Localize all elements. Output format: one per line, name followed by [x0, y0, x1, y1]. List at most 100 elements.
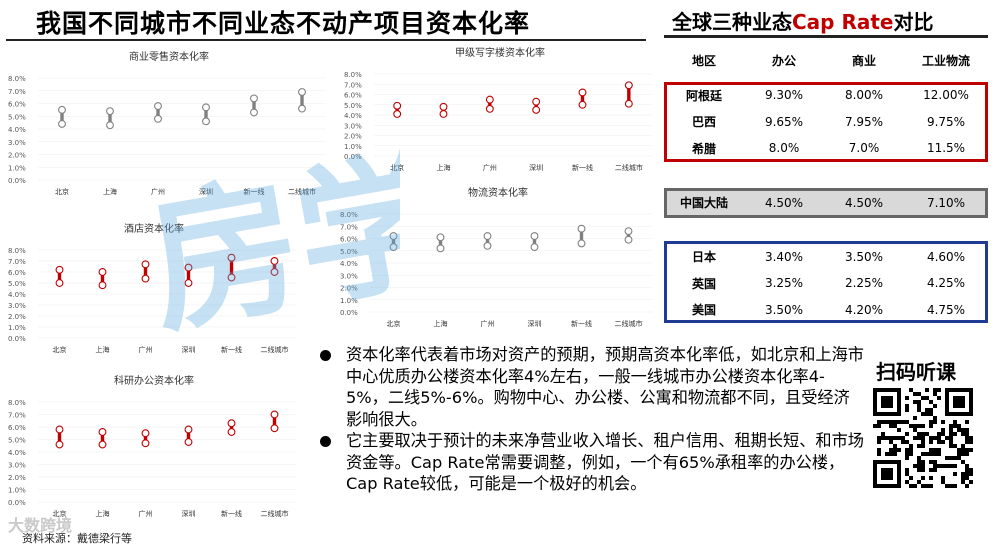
y-tick-label: 2.0% — [340, 285, 358, 293]
region-cell: 阿根廷 — [685, 88, 722, 103]
y-tick-label: 4.0% — [8, 449, 26, 457]
y-tick-label: 5.0% — [340, 248, 358, 256]
rate-cell: 9.30% — [764, 88, 804, 103]
cap-rate-table-body: 地区 办公 商业 工业物流 阿根廷 9.30% 8.00% 12.00% 巴西 9.65% 7.95… — [664, 46, 988, 323]
rate-cell: 8.00% — [844, 88, 884, 103]
y-tick-label: 4.0% — [8, 126, 26, 134]
y-tick-label: 4.0% — [344, 112, 362, 120]
qr-code[interactable] — [872, 388, 974, 488]
y-tick-label: 8.0% — [8, 75, 26, 83]
rate-cell: 8.0% — [768, 141, 800, 156]
x-tick-label: 上海 — [434, 319, 448, 328]
low-point — [530, 243, 539, 252]
high-point — [485, 95, 494, 104]
y-tick-label: 0.0% — [8, 335, 26, 343]
title-underline — [6, 39, 646, 41]
x-tick-label: 深圳 — [182, 509, 196, 518]
table-row: 英国 3.25% 2.25% 4.25% — [664, 270, 988, 297]
high-point — [58, 105, 66, 114]
high-point — [202, 103, 210, 112]
chart-title: 科研办公资本化率 — [114, 374, 194, 387]
low-point — [184, 279, 193, 287]
high-point — [55, 425, 64, 434]
rate-cell: 4.75% — [926, 302, 966, 317]
y-tick-label: 0.0% — [8, 499, 26, 507]
table-spacer — [664, 74, 988, 82]
high-point — [227, 419, 236, 428]
high-point — [270, 257, 279, 265]
y-tick-label: 3.0% — [340, 272, 358, 280]
x-tick-label: 深圳 — [528, 319, 542, 328]
table-title-underline — [664, 35, 988, 38]
high-point — [298, 88, 306, 96]
x-tick-label: 新一线 — [244, 187, 265, 196]
low-point — [439, 110, 448, 118]
y-tick-label: 7.0% — [340, 223, 358, 231]
chart-svg: 商业零售资本化率 8.0% 7.0% 6.0% 5.0% 4.0% 3.0% 2.0% 1.0%… — [8, 50, 326, 196]
x-tick-label: 上海 — [103, 187, 117, 196]
y-tick-label: 5.0% — [8, 437, 26, 445]
y-tick-label: 3.0% — [8, 302, 26, 310]
chart-svg: 科研办公资本化率 8.0% 7.0% 6.0% 5.0% 4.0% 3.0% 2.0% 1.0%… — [8, 374, 296, 518]
table-row: 巴西 9.65% 7.95% 9.75% — [664, 109, 988, 136]
low-point — [483, 241, 492, 250]
chart-title: 酒店资本化率 — [124, 222, 184, 235]
y-tick-label: 2.0% — [8, 474, 26, 482]
rate-cell: 12.00% — [923, 88, 969, 103]
table-row: 阿根廷 9.30% 8.00% 12.00% — [664, 82, 988, 109]
rate-cell: 4.25% — [926, 276, 966, 291]
y-tick-label: 1.0% — [8, 324, 26, 332]
logo: 大数跨境 — [8, 516, 73, 535]
cap-rate-table: 地区 办公 商业 工业物流 阿根廷 9.30% 8.00% 12.00% 巴西 9.65% 7.95… — [664, 46, 988, 323]
y-tick-label: 4.0% — [340, 260, 358, 268]
y-tick-label: 8.0% — [340, 211, 358, 219]
y-tick-label: 4.0% — [8, 291, 26, 299]
high-point — [624, 227, 633, 236]
high-point — [98, 268, 107, 276]
high-point — [436, 233, 445, 242]
y-tick-label: 6.0% — [344, 92, 362, 100]
table-header-cell: 地区 — [691, 53, 716, 68]
low-point — [227, 273, 236, 282]
y-tick-label: 0.0% — [340, 309, 358, 317]
low-point — [436, 244, 445, 253]
chart-office: 甲级写字楼资本化率 8.0% 7.0% 6.0% 5.0% 4.0% 3.0% 2.0% 1.0… — [340, 42, 660, 174]
x-tick-label: 广州 — [151, 187, 165, 196]
group-box-developed — [664, 241, 988, 323]
table-row: 美国 3.50% 4.20% 4.75% — [664, 297, 988, 324]
low-point — [624, 99, 633, 108]
x-tick-label: 广州 — [483, 163, 497, 172]
rate-cell: 9.75% — [926, 114, 966, 129]
y-tick-label: 7.0% — [8, 88, 26, 96]
low-point — [532, 105, 541, 114]
table-row: 日本 3.40% 3.50% 4.60% — [664, 244, 988, 271]
x-tick-label: 上海 — [96, 509, 110, 518]
high-point — [439, 102, 448, 111]
rate-cell: 4.50% — [764, 195, 804, 210]
y-tick-label: 5.0% — [344, 102, 362, 110]
y-tick-label: 6.0% — [8, 424, 26, 432]
x-tick-label: 北京 — [390, 163, 404, 172]
y-tick-label: 1.0% — [8, 487, 26, 495]
rate-cell: 7.0% — [848, 141, 880, 156]
chart-retail: 商业零售资本化率 8.0% 7.0% 6.0% 5.0% 4.0% 3.0% 2.0% 1.0%… — [4, 46, 334, 198]
x-tick-label: 新一线 — [572, 163, 593, 172]
table-title: 全球三种业态Cap Rate对比 — [672, 6, 933, 35]
high-point — [154, 102, 162, 110]
chart-title: 物流资本化率 — [468, 186, 528, 199]
y-tick-label: 7.0% — [8, 412, 26, 420]
high-point — [393, 101, 402, 110]
x-tick-label: 北京 — [55, 187, 69, 196]
y-tick-label: 0.0% — [344, 153, 362, 161]
high-point — [530, 232, 539, 240]
low-point — [98, 281, 107, 290]
x-tick-label: 深圳 — [199, 187, 213, 196]
chart-svg: 酒店资本化率 8.0% 7.0% 6.0% 5.0% 4.0% 3.0% 2.0% 1.0% 0.… — [8, 222, 296, 354]
x-tick-label: 广州 — [481, 319, 495, 328]
high-point — [578, 88, 587, 97]
low-point — [624, 235, 633, 244]
y-tick-label: 6.0% — [8, 269, 26, 277]
table-title-suffix: 对比 — [893, 10, 934, 34]
low-point — [55, 279, 64, 287]
bullet-dot — [320, 436, 331, 447]
